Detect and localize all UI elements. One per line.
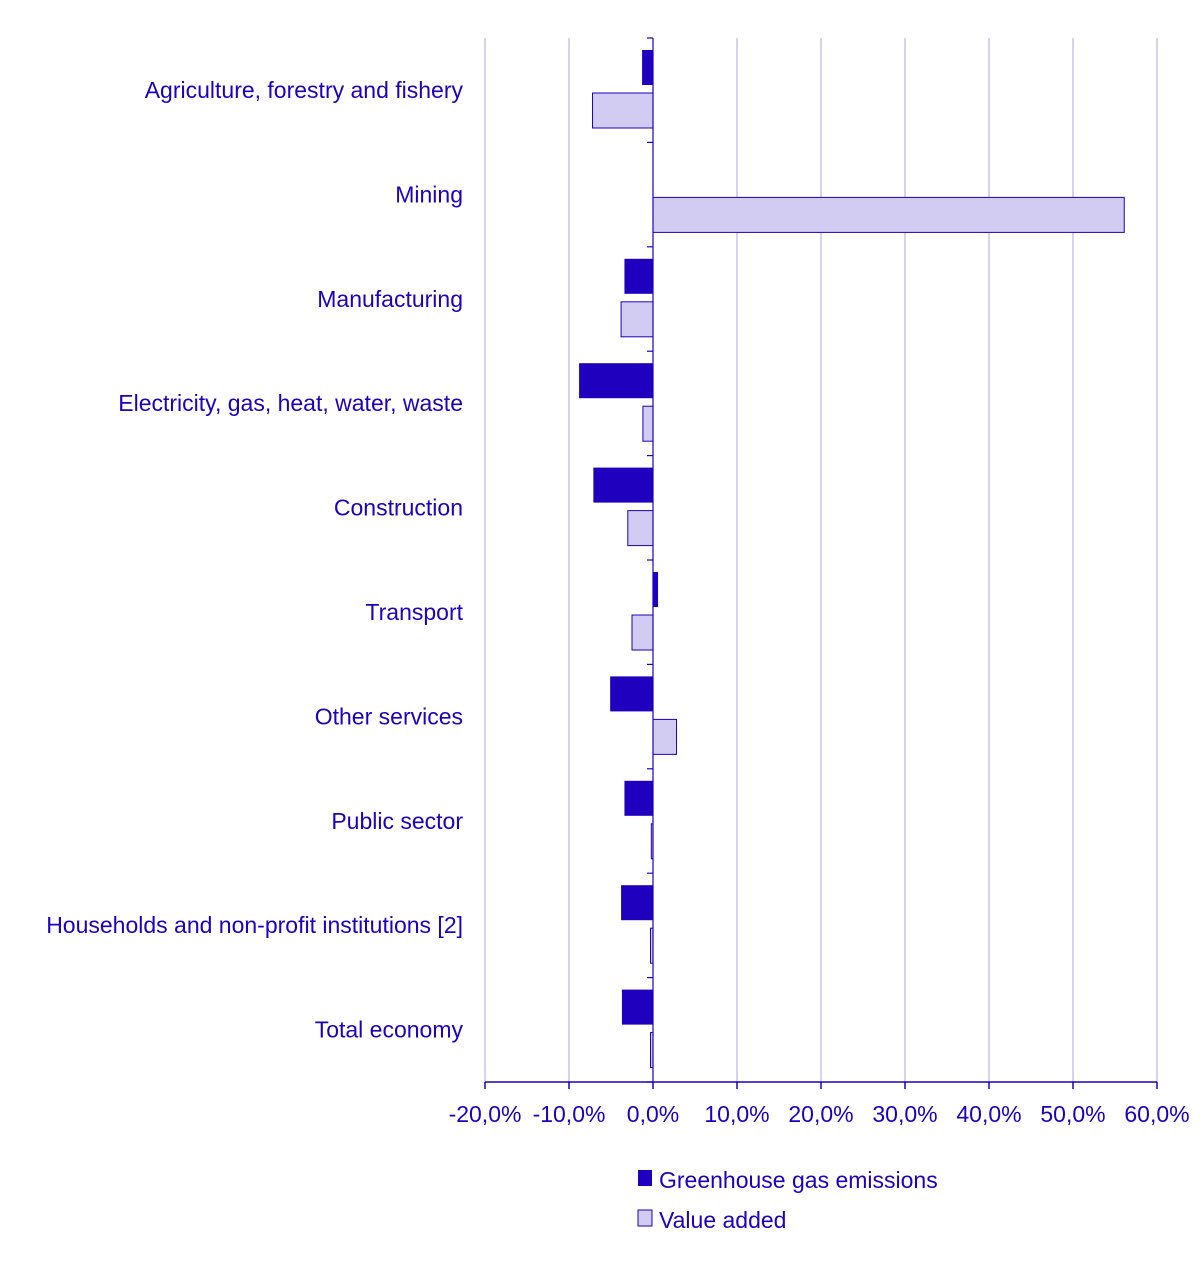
- x-tick-label: 10,0%: [704, 1101, 769, 1127]
- category-labels: Agriculture, forestry and fishery Mining M…: [46, 77, 463, 1043]
- bar-greenhouse-gas-emissions: [624, 780, 653, 816]
- x-tick-label: -20,0%: [449, 1101, 522, 1127]
- axes: [484, 37, 1158, 1089]
- bar-greenhouse-gas-emissions: [593, 467, 653, 503]
- category-label: Mining: [395, 181, 463, 207]
- category-label: Other services: [315, 703, 463, 729]
- x-tick-label: 50,0%: [1040, 1101, 1105, 1127]
- bar-greenhouse-gas-emissions: [642, 50, 653, 85]
- x-tick-label: 20,0%: [788, 1101, 853, 1127]
- x-tick-label: -10,0%: [533, 1101, 606, 1127]
- category-label: Total economy: [315, 1017, 464, 1043]
- legend: Greenhouse gas emissions Value added: [637, 1167, 938, 1233]
- x-tick-label: 60,0%: [1124, 1101, 1189, 1127]
- legend-swatch-value-added: [637, 1209, 653, 1227]
- grid-lines: [484, 38, 1158, 1082]
- category-label: Public sector: [331, 808, 463, 834]
- bar-greenhouse-gas-emissions: [621, 885, 653, 921]
- x-tick-label: 40,0%: [956, 1101, 1021, 1127]
- category-label: Households and non-profit institutions […: [46, 912, 463, 938]
- category-label: Manufacturing: [317, 286, 463, 312]
- bar-value-added: [652, 718, 678, 755]
- bar-value-added: [652, 196, 1125, 233]
- legend-label: Greenhouse gas emissions: [659, 1167, 938, 1193]
- bar-greenhouse-gas-emissions: [653, 572, 659, 607]
- bar-value-added: [627, 510, 654, 547]
- bar-greenhouse-gas-emissions: [624, 258, 653, 294]
- bar-greenhouse-gas-emissions: [621, 989, 653, 1025]
- bar-value-added: [620, 301, 654, 338]
- bar-value-added: [642, 405, 654, 442]
- bar-value-added: [631, 614, 654, 651]
- x-tick-label: 0,0%: [627, 1101, 679, 1127]
- legend-label: Value added: [659, 1207, 786, 1233]
- category-label: Electricity, gas, heat, water, waste: [118, 390, 463, 416]
- category-label: Construction: [334, 495, 463, 521]
- bar-greenhouse-gas-emissions: [610, 676, 653, 712]
- bars: [579, 50, 1125, 1069]
- legend-swatch-greenhouse-gas-emissions: [638, 1170, 652, 1186]
- category-label: Agriculture, forestry and fishery: [145, 77, 464, 103]
- bar-greenhouse-gas-emissions: [579, 363, 653, 399]
- category-label: Transport: [365, 599, 463, 625]
- bar-value-added: [592, 92, 654, 129]
- x-tick-labels: -20,0% -10,0% 0,0% 10,0% 20,0% 30,0% 40,0% 50,0…: [449, 1101, 1190, 1127]
- x-tick-label: 30,0%: [872, 1101, 937, 1127]
